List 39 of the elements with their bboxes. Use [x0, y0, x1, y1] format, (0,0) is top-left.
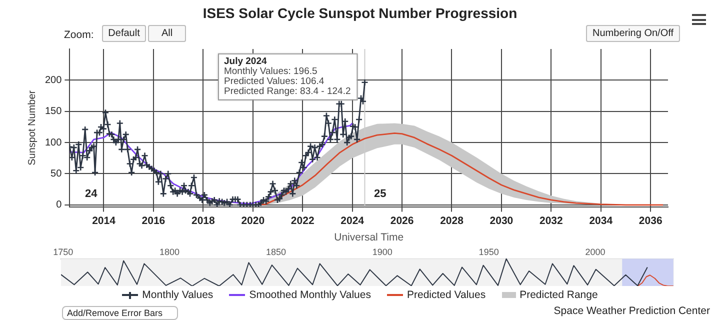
legend-label: Predicted Values: [406, 289, 486, 301]
y-tick-label: 50: [50, 168, 62, 180]
legend-label: Monthly Values: [142, 289, 214, 301]
x-tick-label: 2032: [539, 214, 564, 227]
x-tick-label: 2034: [589, 214, 613, 227]
x-tick-label: 2000: [585, 246, 606, 257]
x-tick-label: 1800: [160, 246, 180, 257]
x-tick-label: 1950: [478, 246, 499, 257]
legend-label: Predicted Range: [520, 289, 598, 301]
x-tick-label: 2024: [340, 214, 364, 227]
y-axis-title: Sunspot Number: [26, 90, 38, 166]
x-tick-label: 2020: [241, 214, 265, 227]
x-tick-label: 2028: [440, 214, 464, 227]
x-tick-label: 1750: [53, 246, 74, 257]
text: Add/Remove Error Bars: [62, 306, 178, 320]
x-axis-title: Universal Time: [334, 232, 404, 244]
annotation: July 2024 Monthly Values: 196.5 Predicted Values: 106.4 Predicted Range: 83.4 - 124.2: [224, 56, 351, 98]
x-tick-label: 2036: [638, 214, 662, 227]
x-tick-label: 2026: [390, 214, 414, 227]
legend-label: Smoothed Monthly Values: [249, 289, 371, 301]
text: Default: [102, 25, 146, 42]
x-tick-label: 1850: [266, 246, 286, 257]
x-tick-label: 2014: [92, 214, 116, 227]
y-tick-label: 0: [56, 200, 62, 211]
x-tick-label: 2022: [290, 214, 314, 227]
annotation: 24: [85, 188, 98, 200]
text: Space Weather Prediction Center: [554, 305, 710, 317]
text: Zoom:: [64, 29, 94, 41]
x-tick-label: 2018: [191, 214, 216, 227]
x-tick-label: 2016: [142, 214, 166, 227]
y-tick-label: 100: [44, 137, 62, 148]
text: Numbering On/Off: [586, 25, 680, 42]
annotation: 25: [374, 188, 386, 200]
chart-title: ISES Solar Cycle Sunspot Number Progression: [202, 5, 518, 21]
text: All: [148, 25, 186, 42]
y-tick-label: 200: [44, 74, 62, 86]
y-tick-label: 150: [44, 106, 62, 118]
x-tick-label: 2030: [490, 214, 514, 227]
x-tick-label: 1900: [372, 246, 392, 257]
